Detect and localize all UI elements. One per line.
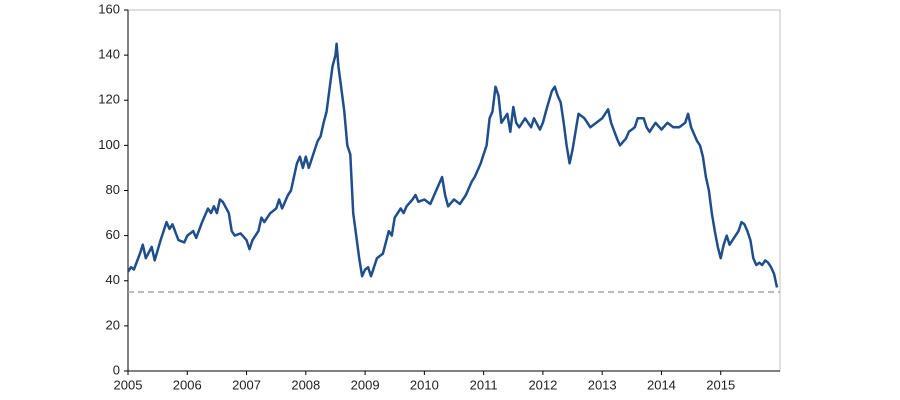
x-tick-label: 2011 [470, 377, 498, 392]
y-tick-label: 80 [106, 182, 120, 197]
x-tick-label: 2010 [410, 377, 439, 392]
x-tick-label: 2014 [647, 377, 676, 392]
x-tick-label: 2009 [351, 377, 380, 392]
y-tick-label: 140 [98, 47, 120, 62]
y-tick-label: 20 [106, 317, 120, 332]
data-line [126, 42, 779, 288]
y-tick-label: 40 [106, 272, 120, 287]
x-tick-label: 2007 [232, 377, 261, 392]
y-tick-label: 60 [106, 227, 120, 242]
x-tick-label: 2008 [291, 377, 320, 392]
y-tick-label: 120 [98, 92, 120, 107]
x-tick-label: 2012 [528, 377, 557, 392]
x-tick-label: 2013 [588, 377, 617, 392]
x-tick-label: 2015 [706, 377, 735, 392]
y-tick-label: 100 [98, 137, 120, 152]
plot-frame [127, 9, 781, 372]
x-tick-label: 2006 [173, 377, 202, 392]
x-tick-label: 2005 [114, 377, 143, 392]
y-tick-label: 0 [113, 362, 120, 377]
y-tick-label: 160 [98, 1, 120, 16]
